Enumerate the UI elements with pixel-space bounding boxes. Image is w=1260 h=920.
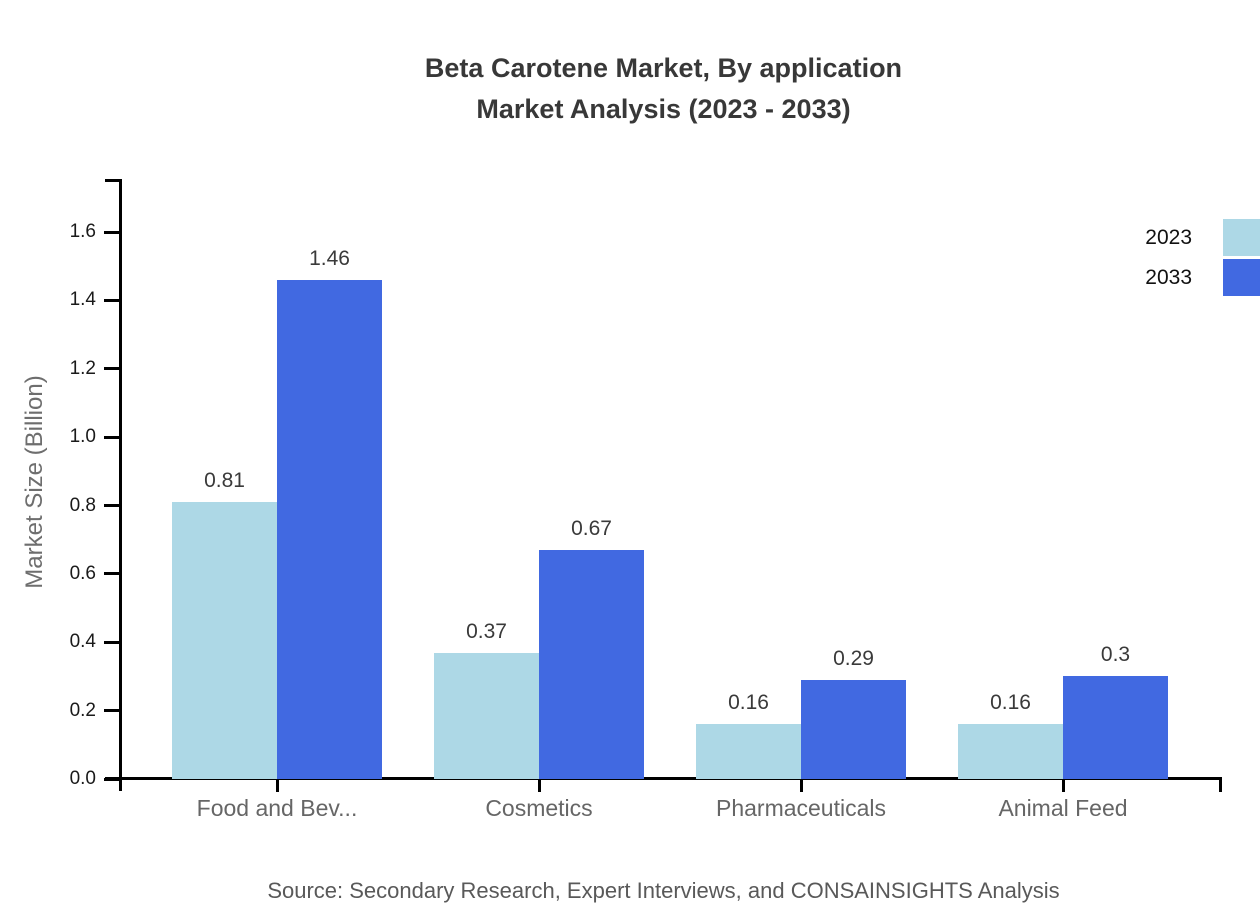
bar-2023-cosmetics [434, 652, 539, 779]
y-tick [104, 504, 120, 507]
y-tick [104, 367, 120, 371]
bar-2033-cosmetics [539, 549, 644, 779]
y-tick [104, 298, 120, 302]
x-tick [537, 778, 541, 792]
y-tick [104, 777, 120, 781]
bar-value-label: 0.67 [571, 516, 612, 540]
y-tick-label: 1.4 [69, 289, 96, 311]
x-category-label: Animal Feed [998, 795, 1128, 821]
chart-title-line1: Beta Carotene Market, By application [424, 53, 903, 83]
y-tick [104, 572, 120, 576]
y-tick-label: 0.8 [69, 494, 96, 516]
x-tick [799, 778, 803, 792]
bar-2033-pharmaceuticals [801, 679, 906, 779]
bar-2023-pharmaceuticals [696, 724, 801, 779]
x-category-label: Food and Bev... [196, 795, 358, 821]
y-tick-label: 1.2 [69, 357, 96, 379]
bar-value-label: 0.16 [728, 691, 769, 715]
bar-2023-food-and-bev- [172, 502, 277, 779]
y-tick-label: 0.2 [69, 699, 96, 721]
bar-value-label: 0.16 [990, 691, 1031, 715]
x-tick [275, 778, 279, 792]
source-note: Source: Secondary Research, Expert Inter… [267, 878, 1060, 903]
y-tick-label: 0.6 [69, 562, 96, 584]
bar-2023-animal-feed [958, 724, 1063, 779]
y-tick [104, 435, 120, 439]
y-axis-top-cap [105, 179, 122, 182]
x-category-label: Cosmetics [485, 795, 593, 821]
bar-value-label: 0.81 [204, 469, 245, 493]
x-axis-right-cap [1219, 777, 1222, 792]
legend-swatch-2033 [1223, 259, 1260, 296]
legend-label-2023: 2023 [1145, 226, 1192, 249]
legend-swatch-2023 [1223, 219, 1260, 256]
x-category-label: Pharmaceuticals [715, 795, 887, 821]
chart-title: Beta Carotene Market, By application Mar… [105, 48, 1222, 130]
y-axis-title: Market Size (Billion) [21, 375, 48, 589]
y-tick [104, 709, 120, 713]
y-axis-line [119, 179, 122, 791]
legend-label-2033: 2033 [1145, 266, 1192, 289]
bar-value-label: 0.29 [833, 646, 874, 670]
bar-2033-food-and-bev- [277, 279, 382, 779]
bar-value-label: 1.46 [309, 246, 350, 270]
y-tick-label: 1.6 [69, 221, 96, 242]
bar-value-label: 0.37 [466, 619, 507, 643]
y-tick-label: 0.4 [69, 631, 96, 653]
y-tick-label: 1.0 [69, 426, 96, 448]
x-axis-line [105, 777, 1222, 780]
chart-title-line2: Market Analysis (2023 - 2033) [476, 94, 851, 124]
y-tick-label: 0.0 [69, 768, 96, 789]
y-tick [104, 640, 120, 644]
x-tick [1061, 778, 1065, 792]
bar-value-label: 0.3 [1100, 643, 1131, 667]
y-tick [104, 230, 120, 234]
bar-2033-animal-feed [1063, 676, 1168, 779]
